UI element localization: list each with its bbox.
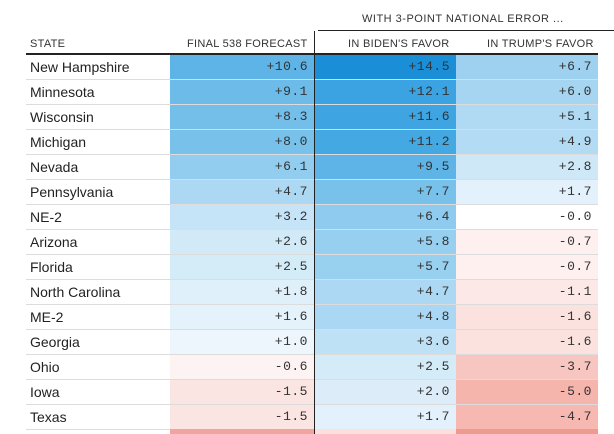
column-group-rule bbox=[318, 30, 614, 31]
trump-cell: -0.7 bbox=[456, 255, 598, 279]
trump-cell: -1.6 bbox=[456, 305, 598, 329]
forecast-cell: +9.1 bbox=[170, 80, 314, 104]
biden-cell: +12.1 bbox=[314, 80, 456, 104]
trump-cell: -0.7 bbox=[456, 230, 598, 254]
biden-cell: +2.0 bbox=[314, 380, 456, 404]
table-row: Iowa -1.5 +2.0 -5.0 bbox=[26, 380, 598, 405]
table-row: Michigan +8.0 +11.2 +4.9 bbox=[26, 130, 598, 155]
table-row: Arizona +2.6 +5.8 -0.7 bbox=[26, 230, 598, 255]
state-cell: Michigan bbox=[30, 134, 87, 150]
biden-cell: +11.2 bbox=[314, 130, 456, 154]
trump-cell: +6.7 bbox=[456, 55, 598, 79]
forecast-cell: +1.6 bbox=[170, 305, 314, 329]
trump-cell: +2.8 bbox=[456, 155, 598, 179]
biden-cell: +4.8 bbox=[314, 305, 456, 329]
state-cell: NE-2 bbox=[30, 209, 62, 225]
biden-cell: +2.5 bbox=[314, 355, 456, 379]
table-row: Ohio -0.6 +2.5 -3.7 bbox=[26, 355, 598, 380]
column-header-state: STATE bbox=[30, 38, 66, 50]
state-cell: Iowa bbox=[30, 384, 60, 400]
forecast-cell: +8.3 bbox=[170, 105, 314, 129]
table-row: Florida +2.5 +5.7 -0.7 bbox=[26, 255, 598, 280]
table-row: North Carolina +1.8 +4.7 -1.1 bbox=[26, 280, 598, 305]
trump-cell: -5.0 bbox=[456, 380, 598, 404]
forecast-cell: +1.8 bbox=[170, 280, 314, 304]
trump-cell: +4.9 bbox=[456, 130, 598, 154]
forecast-cell: +2.5 bbox=[170, 255, 314, 279]
table-row: ME-2 +1.6 +4.8 -1.6 bbox=[26, 305, 598, 330]
forecast-cell: +1.0 bbox=[170, 330, 314, 354]
table-row: NE-2 +3.2 +6.4 -0.0 bbox=[26, 205, 598, 230]
biden-cell: +5.8 bbox=[314, 230, 456, 254]
state-cell: North Carolina bbox=[30, 284, 121, 300]
forecast-cell: +6.1 bbox=[170, 155, 314, 179]
forecast-cell: -1.5 bbox=[170, 405, 314, 429]
forecast-cell: -0.6 bbox=[170, 355, 314, 379]
biden-cell: +7.7 bbox=[314, 180, 456, 204]
forecast-cell: -1.5 bbox=[170, 380, 314, 404]
table-row: Texas -1.5 +1.7 -4.7 bbox=[26, 405, 598, 430]
state-cell: Georgia bbox=[30, 334, 80, 350]
column-header-biden: IN BIDEN'S FAVOR bbox=[348, 38, 450, 50]
table-row: Pennsylvania +4.7 +7.7 +1.7 bbox=[26, 180, 598, 205]
trump-cell: -1.1 bbox=[456, 280, 598, 304]
column-header-trump: IN TRUMP'S FAVOR bbox=[487, 38, 594, 50]
biden-cell: +14.5 bbox=[314, 55, 456, 79]
next-row-forecast-cell bbox=[170, 429, 314, 434]
table-row: Nevada +6.1 +9.5 +2.8 bbox=[26, 155, 598, 180]
state-cell: Ohio bbox=[30, 359, 60, 375]
biden-cell: +6.4 bbox=[314, 205, 456, 229]
header-rule bbox=[26, 53, 598, 55]
column-group-header: WITH 3-POINT NATIONAL ERROR ... bbox=[314, 0, 614, 31]
table-row: Minnesota +9.1 +12.1 +6.0 bbox=[26, 80, 598, 105]
column-group-label: WITH 3-POINT NATIONAL ERROR ... bbox=[362, 13, 564, 25]
table-row: New Hampshire +10.6 +14.5 +6.7 bbox=[26, 55, 598, 80]
trump-cell: +6.0 bbox=[456, 80, 598, 104]
state-cell: Pennsylvania bbox=[30, 184, 114, 200]
biden-cell: +5.7 bbox=[314, 255, 456, 279]
biden-cell: +1.7 bbox=[314, 405, 456, 429]
biden-cell: +9.5 bbox=[314, 155, 456, 179]
next-row-trump-cell bbox=[456, 429, 598, 434]
biden-cell: +3.6 bbox=[314, 330, 456, 354]
trump-cell: +1.7 bbox=[456, 180, 598, 204]
forecast-cell: +10.6 bbox=[170, 55, 314, 79]
forecast-cell: +8.0 bbox=[170, 130, 314, 154]
state-cell: Texas bbox=[30, 409, 67, 425]
forecast-cell: +3.2 bbox=[170, 205, 314, 229]
trump-cell: -1.6 bbox=[456, 330, 598, 354]
state-cell: Wisconsin bbox=[30, 109, 94, 125]
state-cell: New Hampshire bbox=[30, 59, 130, 75]
biden-cell: +4.7 bbox=[314, 280, 456, 304]
trump-cell: +5.1 bbox=[456, 105, 598, 129]
state-cell: Florida bbox=[30, 259, 73, 275]
trump-cell: -0.0 bbox=[456, 205, 598, 229]
table-row: Georgia +1.0 +3.6 -1.6 bbox=[26, 330, 598, 355]
state-cell: Arizona bbox=[30, 234, 78, 250]
trump-cell: -3.7 bbox=[456, 355, 598, 379]
state-cell: Minnesota bbox=[30, 84, 95, 100]
state-cell: Nevada bbox=[30, 159, 79, 175]
column-group-divider bbox=[314, 31, 315, 434]
forecast-cell: +2.6 bbox=[170, 230, 314, 254]
next-row-biden-cell bbox=[314, 429, 456, 434]
trump-cell: -4.7 bbox=[456, 405, 598, 429]
forecast-cell: +4.7 bbox=[170, 180, 314, 204]
table-row: Wisconsin +8.3 +11.6 +5.1 bbox=[26, 105, 598, 130]
column-header-forecast: FINAL 538 FORECAST bbox=[187, 38, 308, 50]
state-cell: ME-2 bbox=[30, 309, 64, 325]
biden-cell: +11.6 bbox=[314, 105, 456, 129]
table-body: New Hampshire +10.6 +14.5 +6.7 Minnesota +9.1… bbox=[26, 55, 598, 430]
